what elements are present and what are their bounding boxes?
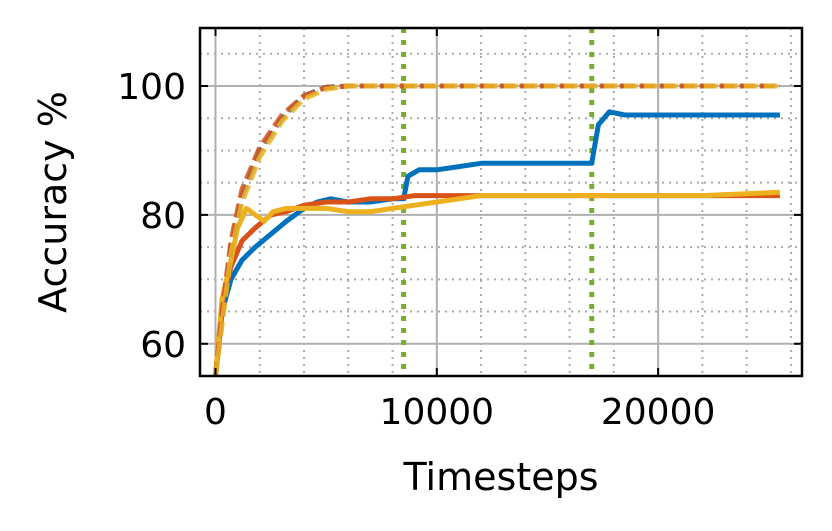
x-axis-label: Timesteps	[403, 455, 599, 499]
y-tick-label: 60	[140, 325, 186, 366]
plot-frame	[198, 26, 804, 378]
grid	[200, 28, 802, 377]
x-tick-label: 10000	[380, 392, 495, 433]
phase-markers	[401, 28, 595, 376]
series-line-6	[213, 83, 780, 376]
y-axis-label: Accuracy %	[31, 91, 75, 313]
y-tick-label: 100	[117, 67, 186, 108]
series-line-1	[213, 109, 780, 376]
x-tick-label: 0	[204, 392, 227, 433]
series-line-5	[213, 83, 780, 376]
series-line-4	[213, 83, 780, 376]
series-line-3	[213, 189, 781, 376]
axis-ticks: 0 10000 20000 60 80 100	[117, 28, 802, 433]
y-tick-label: 80	[140, 196, 186, 237]
series-lines	[213, 83, 781, 376]
series-line-2	[213, 193, 780, 376]
x-tick-label: 20000	[601, 392, 716, 433]
